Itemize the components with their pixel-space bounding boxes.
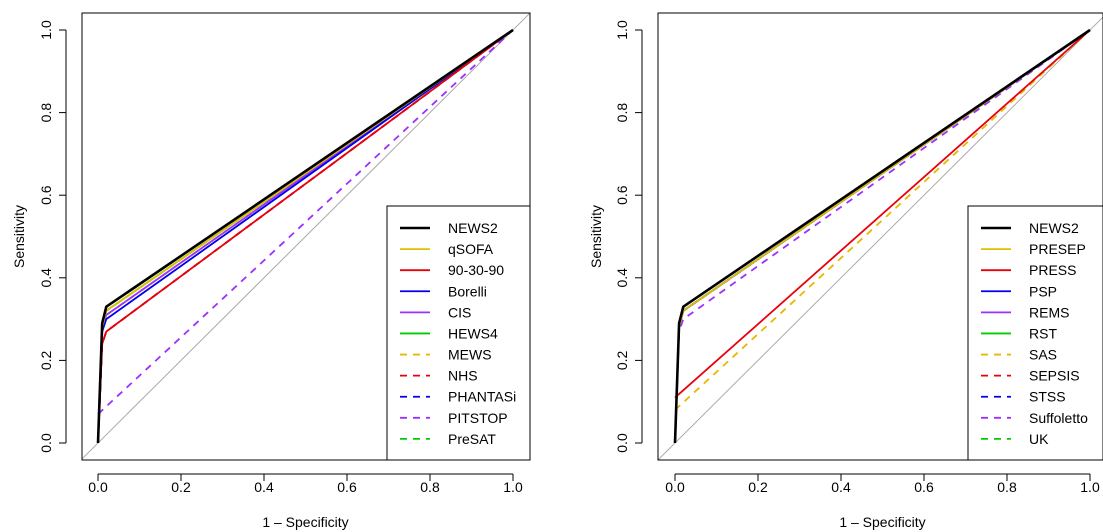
y-axis-label: Sensitivity	[11, 205, 27, 268]
x-tick-label: 0.6	[337, 479, 357, 495]
y-axis-label: Sensitivity	[588, 205, 604, 268]
legend-label: NEWS2	[448, 220, 498, 236]
legend-label: RST	[1029, 325, 1057, 341]
x-tick-label: 0.2	[171, 479, 191, 495]
x-tick-label: 1.0	[1080, 479, 1100, 495]
y-tick-label: 0.8	[38, 103, 54, 123]
legend-label: PHANTASi	[448, 389, 516, 405]
legend-label: CIS	[448, 304, 471, 320]
legend-label: NHS	[448, 368, 478, 384]
x-tick-label: 0.2	[748, 479, 768, 495]
series-line-pitstop	[97, 29, 514, 415]
series-line-sas	[674, 29, 1091, 411]
legend: NEWS2 PRESEP PRESS PSP REMS RST SAS SEPSIS STSS S…	[967, 205, 1103, 461]
series-line-news2	[673, 28, 1091, 444]
x-tick-label: 0.0	[665, 479, 685, 495]
y-tick-label: 1.0	[38, 20, 54, 40]
roc-panel-2: 0.0 0.2 0.4 0.6 0.8 1.01 – Specificity0.00.20…	[588, 12, 1103, 530]
plot-frame	[657, 12, 1103, 461]
y-tick-label: 0.4	[614, 268, 630, 288]
x-axis-label: 1 – Specificity	[262, 514, 348, 530]
legend-label: SAS	[1029, 347, 1057, 363]
plot-area	[82, 13, 530, 460]
legend-label: NEWS2	[1029, 220, 1079, 236]
x-tick-label: 0.4	[831, 479, 851, 495]
legend-label: MEWS	[448, 347, 492, 363]
legend-label: SEPSIS	[1029, 368, 1080, 384]
y-tick-label: 0.8	[614, 103, 630, 123]
x-tick-label: 0.8	[420, 479, 440, 495]
legend-label: 90-30-90	[448, 262, 504, 278]
y-tick-label: 0.4	[38, 268, 54, 288]
legend-label: PRESEP	[1029, 241, 1086, 257]
x-axis: 0.0 0.2 0.4 0.6 0.8 1.0	[665, 473, 1100, 495]
y-tick-label: 0.0	[614, 433, 630, 453]
y-tick-label: 0.0	[38, 433, 54, 453]
legend-label: REMS	[1029, 304, 1069, 320]
y-tick-label: 0.6	[614, 185, 630, 205]
y-axis: 0.0 0.2 0.4 0.6 0.8 1.0	[614, 20, 643, 453]
series-line-news2	[96, 28, 514, 444]
x-tick-label: 0.6	[914, 479, 934, 495]
legend-label: Borelli	[448, 283, 487, 299]
series-line-press	[674, 29, 1091, 399]
y-tick-label: 0.6	[38, 185, 54, 205]
legend-label: HEWS4	[448, 325, 498, 341]
reference-diagonal	[82, 13, 530, 460]
legend-label: qSOFA	[448, 241, 494, 257]
x-tick-label: 1.0	[503, 479, 523, 495]
plot-area	[658, 16, 1103, 460]
legend-label: STSS	[1029, 389, 1066, 405]
x-axis: 0.0 0.2 0.4 0.6 0.8 1.0	[88, 473, 523, 495]
y-axis: 0.0 0.2 0.4 0.6 0.8 1.0	[38, 20, 67, 453]
x-tick-label: 0.0	[88, 479, 108, 495]
y-tick-label: 1.0	[614, 20, 630, 40]
y-tick-label: 0.2	[614, 350, 630, 370]
legend-label: UK	[1029, 431, 1049, 447]
reference-diagonal	[658, 16, 1103, 460]
legend-label: PreSAT	[448, 431, 496, 447]
legend: NEWS2 qSOFA 90-30-90 Borelli CIS HEWS4 MEWS NHS…	[386, 205, 531, 461]
roc-panel-1: 0.0 0.2 0.4 0.6 0.8 1.01 – Specificity0.00.20…	[11, 12, 531, 530]
legend-label: PITSTOP	[448, 410, 508, 426]
x-tick-label: 0.4	[254, 479, 274, 495]
x-tick-label: 0.8	[997, 479, 1017, 495]
legend-label: Suffoletto	[1029, 410, 1088, 426]
legend-label: PRESS	[1029, 262, 1076, 278]
x-axis-label: 1 – Specificity	[839, 514, 925, 530]
legend-label: PSP	[1029, 283, 1057, 299]
y-tick-label: 0.2	[38, 350, 54, 370]
